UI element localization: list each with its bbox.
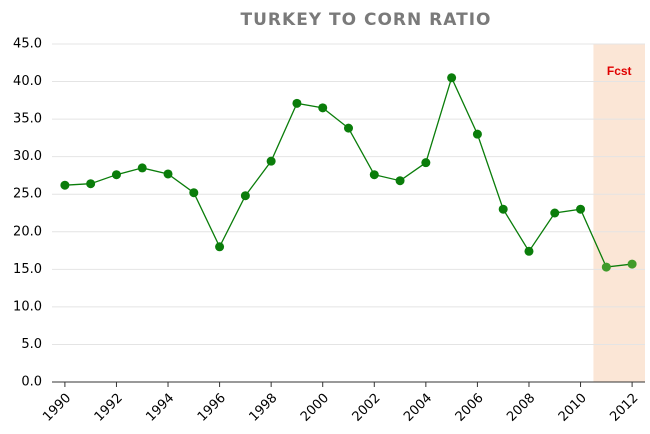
- y-tick-label: 30.0: [13, 149, 42, 164]
- point: [627, 259, 637, 269]
- x-tick-label: 2002: [350, 391, 384, 425]
- point: [86, 179, 96, 189]
- point: [163, 169, 173, 179]
- y-tick-label: 0.0: [21, 375, 42, 390]
- y-tick-label: 20.0: [13, 224, 42, 239]
- x-tick-label: 2000: [298, 391, 332, 425]
- point: [189, 188, 199, 198]
- line: [64, 75, 633, 268]
- y-tick-label: 25.0: [13, 187, 42, 202]
- point: [576, 204, 586, 214]
- point: [550, 208, 560, 218]
- point: [601, 262, 611, 272]
- y-tick-label: 45.0: [13, 37, 42, 52]
- x-tick-label: 2006: [453, 391, 487, 425]
- point: [421, 158, 431, 168]
- y-tick-label: 5.0: [21, 337, 42, 352]
- y-tick-label: 35.0: [13, 112, 42, 127]
- point: [447, 73, 457, 83]
- x-tick-label: 2012: [607, 391, 641, 425]
- point: [318, 103, 328, 113]
- x-tick-label: 1998: [246, 391, 280, 425]
- point: [240, 191, 250, 201]
- x-tick-label: 2010: [556, 391, 590, 425]
- x-tick-label: 1996: [195, 391, 229, 425]
- point: [215, 242, 225, 252]
- point: [395, 176, 405, 186]
- forecast-region: [593, 44, 645, 382]
- point: [369, 170, 379, 180]
- point: [524, 246, 534, 256]
- point: [137, 163, 147, 173]
- x-tick-label: 2004: [401, 391, 435, 425]
- y-tick-label: 40.0: [13, 74, 42, 89]
- point: [60, 180, 70, 190]
- forecast-label: Fcst: [607, 64, 632, 78]
- point: [344, 123, 353, 133]
- point: [498, 204, 508, 214]
- chart-title: TURKEY TO CORN RATIO: [241, 10, 492, 30]
- point: [292, 98, 302, 108]
- y-tick-label: 15.0: [13, 262, 42, 277]
- point: [111, 170, 121, 180]
- x-tick-label: 1992: [92, 391, 126, 425]
- x-tick-label: 1990: [40, 391, 74, 425]
- x-tick-label: 2008: [504, 391, 538, 425]
- point: [472, 129, 482, 139]
- y-tick-label: 10.0: [13, 299, 42, 314]
- x-tick-label: 1994: [143, 391, 177, 425]
- point: [266, 156, 276, 166]
